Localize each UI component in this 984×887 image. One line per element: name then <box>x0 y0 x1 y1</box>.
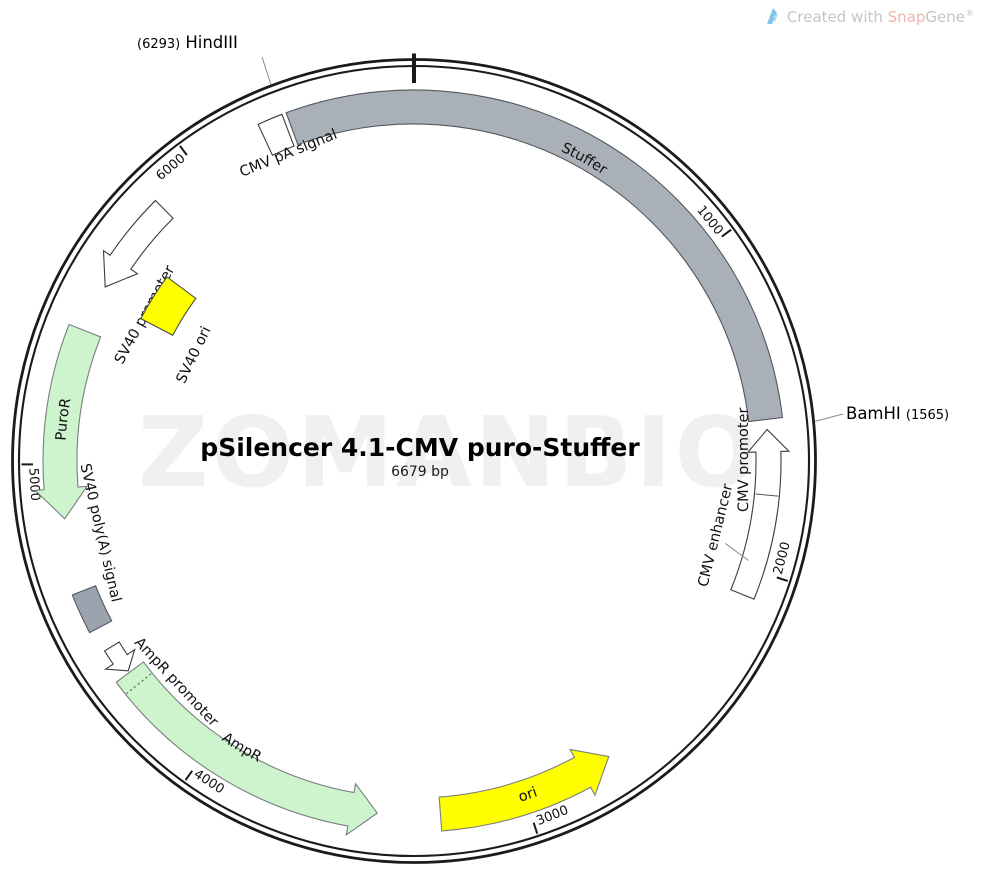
credit-text: Created with SnapGene® <box>786 7 974 26</box>
tick-2000 <box>776 576 789 582</box>
tick-4000 <box>184 770 194 781</box>
tick-3000 <box>532 822 539 834</box>
feature-sv40-ori <box>140 276 197 337</box>
feature-ori <box>438 748 610 832</box>
feature-cmv-promoter <box>730 428 791 600</box>
hindiii-position: (6293) <box>137 37 181 52</box>
feature-stuffer <box>285 89 784 423</box>
tick-1000 <box>721 228 732 238</box>
feature-label-ori: ori <box>517 784 540 805</box>
site-leader-hindiii <box>261 56 272 85</box>
tick-label-6000: 6000 <box>154 151 189 184</box>
feature-divider-ampr <box>126 673 152 695</box>
bamhi-name: BamHI <box>846 404 901 423</box>
feature-leader-cmv-enhancer <box>724 543 749 561</box>
feature-cmv-pa-signal <box>257 113 295 156</box>
feature-puror <box>33 323 102 520</box>
feature-sv40-promoter <box>102 199 174 288</box>
feature-label-sv40-polya-signal: SV40 poly(A) signal <box>77 462 124 604</box>
feature-label-cmv-promoter: CMV promoter <box>736 408 752 513</box>
bamhi-position: (1565) <box>905 408 950 423</box>
feature-label-cmv-enhancer: CMV enhancer <box>696 482 737 588</box>
restriction-site-hindiii: (6293) HindIII <box>137 33 238 52</box>
feature-sv40-polya-signal <box>71 585 113 634</box>
tick-label-2000: 2000 <box>771 540 794 576</box>
feature-ampr <box>115 661 379 837</box>
feature-label-sv40-ori: SV40 ori <box>174 324 215 386</box>
snapgene-credit: Created with SnapGene® <box>765 7 974 26</box>
hindiii-name: HindIII <box>185 33 238 52</box>
feature-label-puror: PuroR <box>54 397 75 441</box>
restriction-site-bamhi: BamHI (1565) <box>846 404 949 423</box>
plasmid-title: pSilencer 4.1-CMV puro-Stuffer <box>200 433 640 462</box>
snapgene-icon <box>766 8 778 24</box>
tick-6000 <box>179 145 188 156</box>
watermark: ZOMANBIO <box>138 396 761 509</box>
feature-divider-cmv-promoter <box>755 493 779 497</box>
plasmid-size-label: 6679 bp <box>391 464 449 480</box>
feature-ampr-promoter <box>103 641 136 672</box>
site-leader-bamhi <box>814 413 844 422</box>
